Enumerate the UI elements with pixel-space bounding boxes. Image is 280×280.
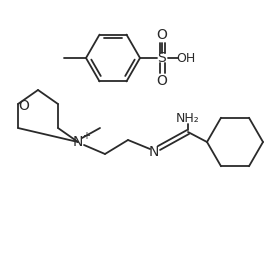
Text: N: N <box>73 135 83 149</box>
Text: OH: OH <box>176 52 196 64</box>
Text: O: O <box>157 28 167 42</box>
Text: O: O <box>157 74 167 88</box>
Text: N: N <box>149 145 159 159</box>
Text: +: + <box>82 131 90 141</box>
Text: S: S <box>158 51 166 65</box>
Text: NH₂: NH₂ <box>176 111 200 125</box>
Text: O: O <box>18 99 29 113</box>
